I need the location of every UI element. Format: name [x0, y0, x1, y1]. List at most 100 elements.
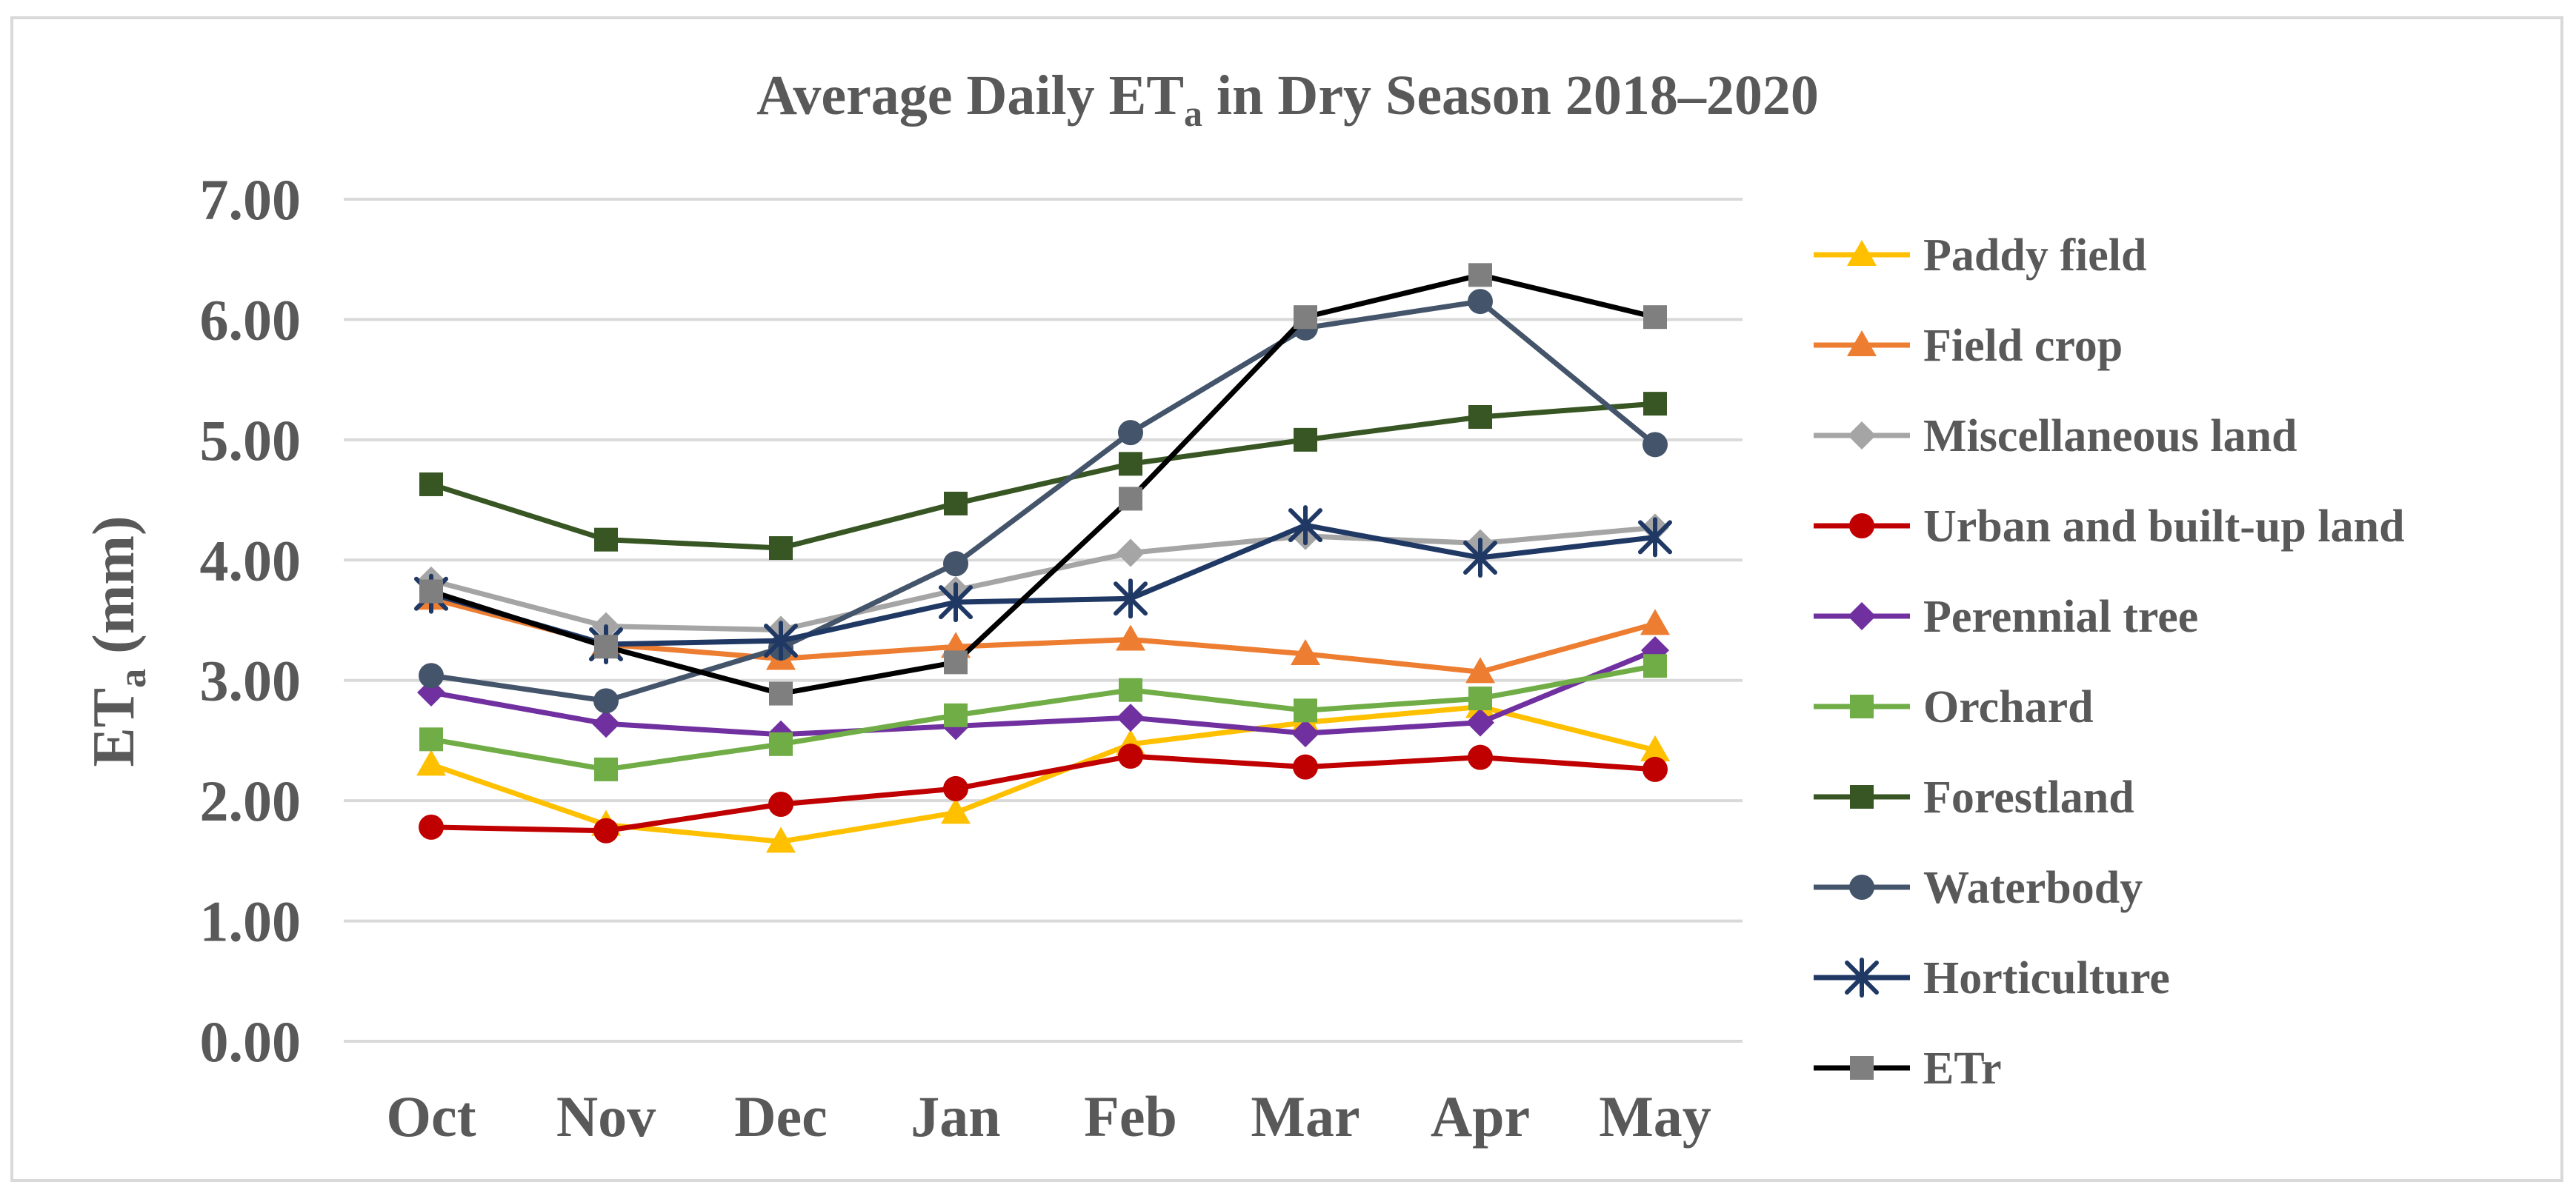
data-point-perennial-tree: [592, 709, 620, 738]
data-point-field-crop: [1465, 657, 1495, 684]
data-point-waterbody: [1118, 420, 1143, 446]
data-point-field-crop: [1640, 609, 1670, 635]
chart: Average Daily ETa in Dry Season 2018–202…: [81, 64, 2405, 1149]
legend-item-orchard: Orchard: [1814, 682, 2094, 732]
x-tick-label: Jan: [911, 1084, 1000, 1149]
data-point-urban-and-built-up-land: [943, 775, 968, 801]
series-forestland: [419, 392, 1667, 561]
legend-marker: [1849, 513, 1874, 538]
series-line-waterbody: [428, 298, 1658, 704]
y-tick-label: 6.00: [200, 287, 302, 352]
data-point-etr: [419, 579, 443, 604]
series-orchard: [419, 654, 1667, 781]
legend-label: Horticulture: [1923, 953, 2170, 1003]
data-point-waterbody: [419, 663, 444, 689]
data-point-urban-and-built-up-land: [1293, 754, 1318, 780]
data-point-etr: [1294, 305, 1317, 330]
data-point-horticulture: [939, 582, 973, 623]
legend-label: Perennial tree: [1923, 592, 2198, 642]
x-tick-label: Feb: [1084, 1084, 1177, 1149]
data-point-forestland: [944, 491, 968, 515]
series-group: [414, 263, 1672, 853]
data-point-forestland: [419, 472, 443, 496]
data-point-etr: [1119, 487, 1142, 511]
data-point-etr: [944, 650, 968, 675]
legend-marker: [1850, 695, 1874, 718]
data-point-urban-and-built-up-land: [593, 818, 619, 844]
data-point-orchard: [1294, 698, 1317, 723]
x-tick-label: May: [1599, 1084, 1711, 1149]
data-point-orchard: [1119, 678, 1142, 702]
data-point-field-crop: [1116, 624, 1145, 651]
data-point-urban-and-built-up-land: [1643, 756, 1668, 782]
data-point-waterbody: [1643, 432, 1668, 458]
data-point-perennial-tree: [1116, 704, 1145, 732]
x-axis-ticks: Oct Nov Dec Jan Feb Mar Apr May: [386, 1084, 1711, 1149]
x-tick-label: Apr: [1431, 1084, 1530, 1149]
y-tick-label: 0.00: [200, 1009, 302, 1074]
data-point-forestland: [1468, 404, 1492, 429]
data-point-orchard: [944, 703, 968, 727]
data-point-waterbody: [943, 551, 968, 577]
legend-item-paddy-field: Paddy field: [1814, 230, 2146, 281]
series-line-horticulture: [428, 522, 1658, 647]
legend-item-miscellaneous-land: Miscellaneous land: [1814, 411, 2297, 461]
legend-label: Field crop: [1923, 321, 2123, 371]
legend-item-urban-and-built-up-land: Urban and built-up land: [1814, 501, 2405, 552]
data-point-etr: [769, 681, 793, 706]
data-point-etr: [1643, 305, 1667, 330]
x-tick-label: Dec: [734, 1084, 828, 1149]
legend-label: Waterbody: [1923, 863, 2143, 913]
data-point-orchard: [1643, 654, 1667, 678]
legend-marker: [1849, 875, 1874, 900]
data-point-etr: [594, 635, 618, 659]
data-point-urban-and-built-up-land: [419, 814, 444, 840]
series-urban-and-built-up-land: [419, 744, 1668, 844]
legend-marker: [1845, 958, 1879, 998]
data-point-urban-and-built-up-land: [768, 792, 793, 818]
data-point-waterbody: [593, 688, 619, 714]
legend-marker: [1847, 330, 1877, 356]
legend-item-etr: ETr: [1814, 1043, 2002, 1094]
chart-title: Average Daily ETa in Dry Season 2018–202…: [756, 64, 1819, 134]
legend-label: Paddy field: [1923, 230, 2146, 281]
data-point-horticulture: [1638, 517, 1672, 558]
x-tick-label: Nov: [556, 1084, 656, 1149]
series-line-urban-and-built-up-land: [428, 753, 1658, 834]
data-point-etr: [1468, 263, 1492, 287]
legend-item-forestland: Forestland: [1814, 772, 2134, 823]
data-point-paddy-field: [416, 749, 446, 776]
legend-label: Miscellaneous land: [1923, 411, 2297, 461]
data-point-orchard: [419, 727, 443, 752]
data-point-paddy-field: [766, 826, 796, 853]
data-point-forestland: [1119, 452, 1142, 476]
legend-marker: [1848, 602, 1876, 630]
data-point-perennial-tree: [1291, 719, 1319, 748]
series-etr: [419, 263, 1667, 706]
legend-marker: [1848, 421, 1876, 450]
y-tick-label: 2.00: [200, 769, 302, 833]
legend-item-perennial-tree: Perennial tree: [1814, 592, 2198, 642]
data-point-urban-and-built-up-land: [1468, 744, 1493, 770]
x-tick-label: Mar: [1251, 1084, 1359, 1149]
legend-label: Orchard: [1923, 682, 2094, 732]
y-tick-label: 5.00: [200, 408, 302, 472]
data-point-urban-and-built-up-land: [1118, 744, 1143, 769]
series-line-etr: [428, 272, 1658, 697]
legend-label: ETr: [1923, 1043, 2002, 1094]
y-tick-label: 1.00: [200, 889, 302, 954]
data-point-field-crop: [1291, 638, 1320, 665]
data-point-forestland: [594, 527, 618, 552]
series-line-perennial-tree: [428, 647, 1658, 738]
data-point-waterbody: [1468, 289, 1493, 315]
legend-label: Forestland: [1923, 772, 2134, 823]
series-line-miscellaneous-land: [428, 524, 1658, 632]
data-point-paddy-field: [1640, 735, 1670, 761]
series-line-forestland: [428, 401, 1658, 551]
data-point-forestland: [1643, 392, 1667, 416]
y-tick-label: 4.00: [200, 528, 302, 592]
legend-marker: [1850, 785, 1874, 809]
gridlines: [344, 198, 1743, 1043]
x-tick-label: Oct: [386, 1084, 476, 1149]
y-axis-label: ETa (mm): [81, 515, 154, 767]
